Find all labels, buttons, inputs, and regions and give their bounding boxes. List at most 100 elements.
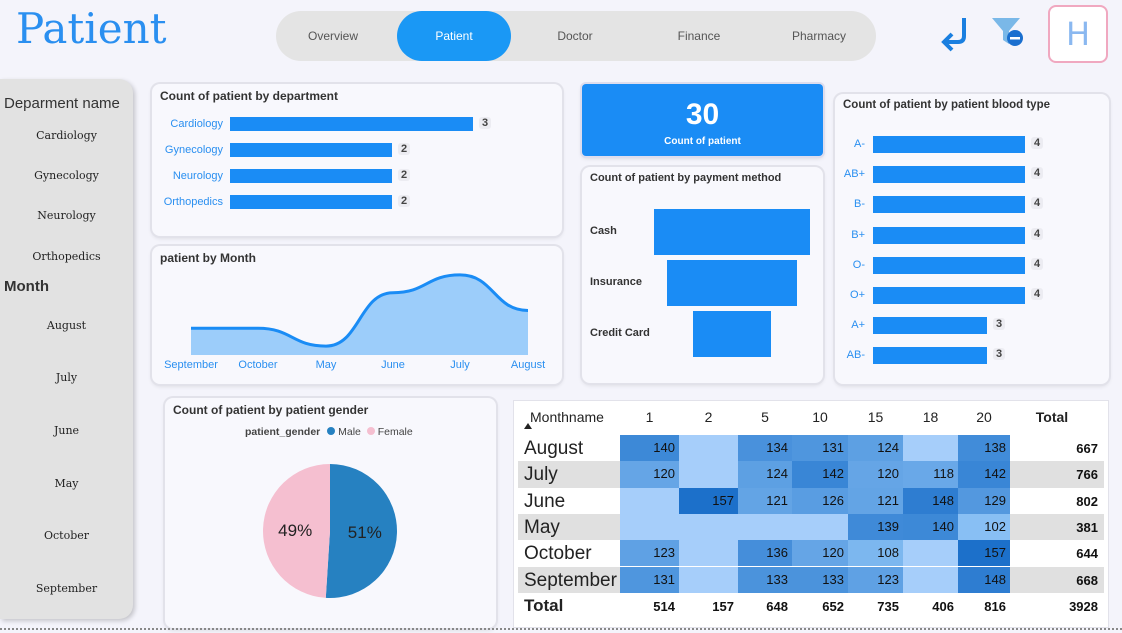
department-bar-value: 2 <box>398 143 411 155</box>
blood-bar[interactable] <box>873 347 987 365</box>
matrix-cell[interactable] <box>679 566 738 593</box>
matrix-cell[interactable]: 138 <box>958 435 1010 462</box>
matrix-row-label[interactable]: September <box>524 569 617 591</box>
matrix-cell[interactable]: 120 <box>792 540 848 567</box>
slicer-item-july[interactable]: July <box>55 371 78 384</box>
matrix-cell[interactable]: 157 <box>958 540 1010 567</box>
matrix-cell[interactable]: 129 <box>958 487 1010 514</box>
matrix-cell[interactable]: 102 <box>958 513 1010 541</box>
matrix-cell[interactable]: 139 <box>848 513 903 541</box>
matrix-cell[interactable]: 123 <box>848 566 903 593</box>
department-bar-label[interactable]: Neurology <box>172 170 223 182</box>
matrix-cell[interactable]: 148 <box>958 566 1010 593</box>
blood-bar-label[interactable]: B+ <box>851 228 865 241</box>
matrix-row-label[interactable]: October <box>524 543 592 565</box>
matrix-cell[interactable]: 124 <box>848 435 903 462</box>
matrix-cell[interactable]: 126 <box>792 487 848 514</box>
sort-desc-icon[interactable] <box>524 423 532 429</box>
slicer-item-cardiology[interactable]: Cardiology <box>36 129 97 142</box>
tab-pharmacy[interactable]: Pharmacy <box>791 29 847 43</box>
matrix-cell[interactable] <box>679 461 738 488</box>
matrix-cell[interactable]: 118 <box>903 461 958 488</box>
tab-overview[interactable]: Overview <box>307 29 358 43</box>
slicer-item-june[interactable]: June <box>53 424 80 437</box>
matrix-cell[interactable]: 133 <box>738 566 792 593</box>
matrix-cell[interactable]: 124 <box>738 461 792 488</box>
blood-bar-label[interactable]: A+ <box>851 319 865 332</box>
matrix-cell[interactable]: 131 <box>620 566 679 593</box>
payment-funnel-bar[interactable] <box>693 311 771 357</box>
blood-bar[interactable] <box>873 136 1025 153</box>
matrix-cell[interactable]: 121 <box>848 487 903 514</box>
matrix-cell[interactable] <box>903 566 958 593</box>
legend-female-label[interactable]: Female <box>377 426 413 438</box>
tab-finance[interactable]: Finance <box>677 29 721 43</box>
blood-bar[interactable] <box>873 166 1025 184</box>
matrix-cell[interactable] <box>679 513 738 541</box>
matrix-cell[interactable]: 120 <box>848 461 903 488</box>
legend-male-label[interactable]: Male <box>338 426 361 438</box>
blood-bar-label[interactable]: A- <box>854 138 865 150</box>
blood-bar-label[interactable]: O- <box>852 258 865 271</box>
clear-filter-icon[interactable] <box>990 16 1026 52</box>
matrix-cell[interactable]: 136 <box>738 540 792 567</box>
slicer-item-october[interactable]: October <box>43 529 90 542</box>
matrix-cell[interactable]: 120 <box>620 461 679 488</box>
matrix-cell[interactable]: 148 <box>903 487 958 514</box>
payment-funnel-bar[interactable] <box>654 209 810 255</box>
matrix-cell[interactable] <box>792 513 848 541</box>
matrix-row-label[interactable]: August <box>524 438 584 459</box>
department-bar-label[interactable]: Gynecology <box>164 144 223 156</box>
department-bar-label[interactable]: Cardiology <box>170 118 223 130</box>
department-bar[interactable] <box>230 169 392 183</box>
blood-bar-label[interactable]: B- <box>854 198 865 211</box>
matrix-cell[interactable] <box>903 540 958 567</box>
matrix-cell[interactable]: 133 <box>792 566 848 593</box>
slicer-item-september[interactable]: September <box>35 582 98 595</box>
slicer-item-may[interactable]: May <box>54 477 79 490</box>
matrix-cell[interactable]: 123 <box>620 540 679 567</box>
matrix-cell[interactable]: 108 <box>848 540 903 567</box>
payment-label[interactable]: Credit Card <box>590 327 650 339</box>
tab-doctor[interactable]: Doctor <box>557 29 593 43</box>
matrix-cell[interactable] <box>738 513 792 541</box>
slicer-item-orthopedics[interactable]: Orthopedics <box>32 250 101 263</box>
matrix-cell[interactable] <box>620 513 679 541</box>
matrix-cell[interactable]: 142 <box>958 461 1010 488</box>
matrix-cell[interactable]: 121 <box>738 487 792 514</box>
blood-bar[interactable] <box>873 317 987 335</box>
department-bar-label[interactable]: Orthopedics <box>163 196 223 208</box>
matrix-cell[interactable]: 140 <box>903 513 958 541</box>
matrix-row-label[interactable]: June <box>524 490 566 512</box>
blood-bar[interactable] <box>873 196 1025 214</box>
payment-funnel-bar[interactable] <box>667 260 797 306</box>
department-bar[interactable] <box>230 143 392 157</box>
slicer-item-neurology[interactable]: Neurology <box>37 209 96 222</box>
blood-bar[interactable] <box>873 256 1025 274</box>
matrix-cell[interactable]: 140 <box>620 435 679 462</box>
slicer-item-gynecology[interactable]: Gynecology <box>34 169 99 182</box>
blood-bar-label[interactable]: AB- <box>846 349 865 362</box>
payment-label[interactable]: Insurance <box>590 276 642 288</box>
matrix-cell[interactable]: 131 <box>792 435 848 462</box>
payment-label[interactable]: Cash <box>590 225 617 237</box>
blood-bar-label[interactable]: AB+ <box>843 168 865 181</box>
matrix-cell[interactable] <box>679 540 738 567</box>
matrix-cell[interactable]: 134 <box>738 435 792 462</box>
matrix-cell[interactable] <box>679 435 738 462</box>
matrix-row-label[interactable]: May <box>524 516 560 538</box>
department-bar[interactable] <box>230 117 473 131</box>
slicer-item-august[interactable]: August <box>46 319 87 332</box>
matrix-cell[interactable] <box>903 435 958 462</box>
matrix-cell[interactable]: 142 <box>792 461 848 488</box>
matrix-cell[interactable]: 157 <box>679 487 738 514</box>
matrix-cell[interactable] <box>620 487 679 514</box>
department-bar[interactable] <box>230 195 392 209</box>
blood-bar[interactable] <box>873 226 1025 244</box>
matrix-row-label[interactable]: July <box>524 464 558 486</box>
blood-bar-label[interactable]: O+ <box>850 289 865 301</box>
blood-bar[interactable] <box>873 287 1025 304</box>
back-arrow-icon[interactable] <box>938 14 972 54</box>
tab-patient[interactable]: Patient <box>397 11 511 61</box>
matrix-row-header[interactable]: Monthname <box>530 409 604 425</box>
